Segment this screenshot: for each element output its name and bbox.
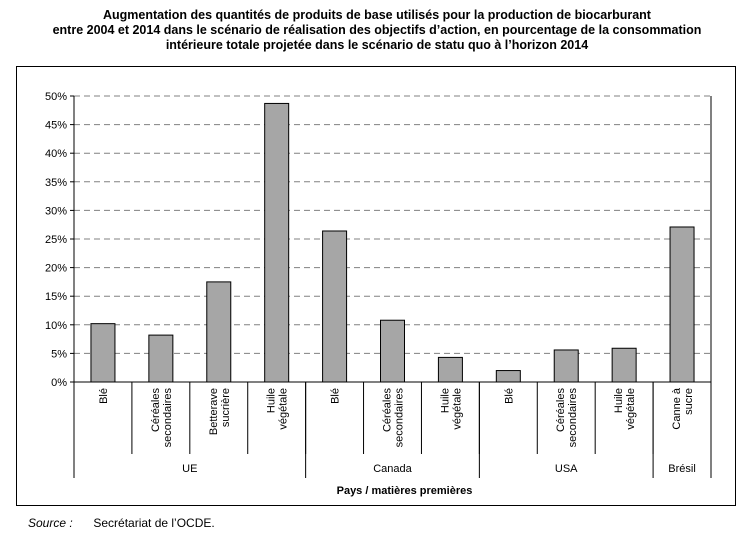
y-tick-label: 15% (45, 291, 67, 303)
x-tick-label: Betterave (208, 388, 220, 435)
y-tick-label: 30% (45, 205, 67, 217)
y-tick-label: 40% (45, 148, 67, 160)
bar (553, 349, 579, 383)
y-tick-label: 0% (51, 377, 67, 389)
x-tick-label: Blé (98, 388, 110, 404)
group-label: UE (182, 463, 197, 475)
bar (495, 370, 521, 383)
x-tick-label: Céréales (382, 388, 394, 433)
y-tick-label: 25% (45, 234, 67, 246)
x-tick-label: Huile (439, 388, 451, 413)
group-label: Canada (373, 463, 412, 475)
bar-chart: 0% 5% 10% 15% 20% 25% 30% 35% 40% 45% 50% Blé Céréal… (45, 91, 712, 497)
x-tick-label: Huile (613, 388, 625, 413)
bar (206, 281, 232, 383)
x-tick-label: Blé (330, 388, 342, 404)
x-tick-label: végétale (451, 388, 463, 430)
y-tick-label: 10% (45, 320, 67, 332)
y-tick-label: 20% (45, 263, 67, 275)
chart-frame: 0% 5% 10% 15% 20% 25% 30% 35% 40% 45% 50% Blé Céréal… (16, 66, 736, 506)
bar (264, 102, 290, 383)
y-tick-label: 45% (45, 120, 67, 132)
bar (380, 319, 405, 383)
x-tick-label: Huile (266, 388, 278, 413)
chart-title-line-3: intérieure totale projetée dans le scéna… (165, 38, 589, 52)
x-tick-label: Céréales (150, 388, 162, 433)
x-tick-label: sucrière (220, 388, 232, 427)
chart-title-line-2: entre 2004 et 2014 dans le scénario de r… (52, 23, 702, 37)
x-tick-label: sucre (683, 388, 695, 415)
y-tick-label: 50% (45, 91, 67, 103)
bar (437, 356, 463, 383)
bar (90, 323, 116, 383)
x-tick-label: végétale (278, 388, 290, 430)
source-note: Source : Secrétariat de l’OCDE. (28, 516, 215, 530)
x-axis-title: Pays / matières premières (337, 485, 473, 497)
group-label: USA (555, 463, 578, 475)
y-tick-label: 35% (45, 177, 67, 189)
bar (611, 347, 637, 383)
x-tick-label: végétale (625, 388, 637, 430)
bar (148, 334, 174, 383)
x-tick-label: secondaires (162, 388, 174, 448)
bar (322, 230, 348, 383)
source-label: Source : (28, 516, 73, 530)
x-tick-label: Céréales (555, 388, 567, 433)
x-tick-label: Canne à (671, 387, 683, 429)
group-label: Brésil (668, 463, 696, 475)
chart-title: Augmentation des quantités de produits d… (0, 8, 754, 53)
x-tick-label: secondaires (394, 388, 406, 448)
chart-title-line-1: Augmentation des quantités de produits d… (103, 8, 651, 22)
x-tick-label: secondaires (567, 388, 579, 448)
bar (669, 226, 695, 383)
source-text: Secrétariat de l’OCDE. (93, 516, 215, 530)
x-tick-label: Blé (503, 388, 515, 404)
y-tick-label: 5% (51, 348, 67, 360)
